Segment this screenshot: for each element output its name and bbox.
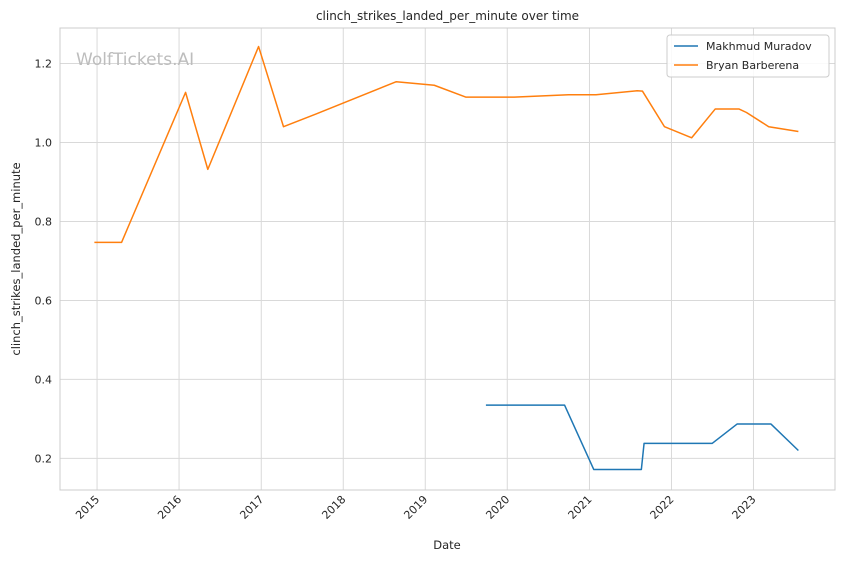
legend-box [666, 34, 830, 78]
y-tick-label: 1.2 [35, 58, 53, 71]
y-tick-label: 0.6 [35, 294, 53, 307]
gridlines [60, 28, 835, 490]
watermark: WolfTickets.AI [76, 50, 194, 70]
series-lines [94, 45, 799, 471]
legend-label-makhmud-muradov: Makhmud Muradov [706, 40, 812, 53]
y-axis-title: clinch_strikes_landed_per_minute [9, 162, 23, 355]
series-line-bryan-barberena [94, 45, 799, 244]
x-axis-title: Date [433, 538, 461, 552]
series-line-makhmud-muradov [485, 404, 799, 471]
y-tick-label: 1.0 [35, 137, 53, 150]
plot-frame [59, 27, 836, 491]
y-tick-label: 0.4 [35, 373, 53, 386]
chart-title: clinch_strikes_landed_per_minute over ti… [316, 9, 579, 23]
y-tick-label: 0.2 [35, 452, 53, 465]
y-tick-labels: 0.2 0.4 0.6 0.8 1.0 1.2 [35, 58, 53, 466]
legend-label-bryan-barberena: Bryan Barberena [706, 59, 799, 72]
y-tick-label: 0.8 [35, 215, 53, 228]
legend: Makhmud Muradov Bryan Barberena [666, 34, 830, 78]
